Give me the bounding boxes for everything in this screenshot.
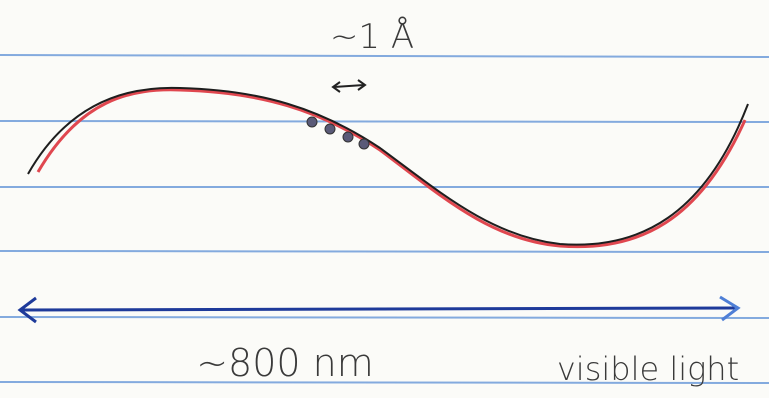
caption: visible light xyxy=(557,350,739,388)
atom-scale-label: ~1 Å xyxy=(330,17,414,57)
ruled-line xyxy=(0,251,769,252)
ruled-line xyxy=(0,317,769,318)
atom xyxy=(307,117,317,127)
paper xyxy=(0,0,769,398)
atom xyxy=(359,139,369,149)
ruled-line xyxy=(0,121,769,122)
sketch: ~1 Å ~800 nm visible light xyxy=(0,0,769,398)
light-scale-label: ~800 nm xyxy=(196,341,374,385)
atom xyxy=(343,132,353,142)
arrow-shaft xyxy=(22,308,736,310)
atom xyxy=(325,124,335,134)
